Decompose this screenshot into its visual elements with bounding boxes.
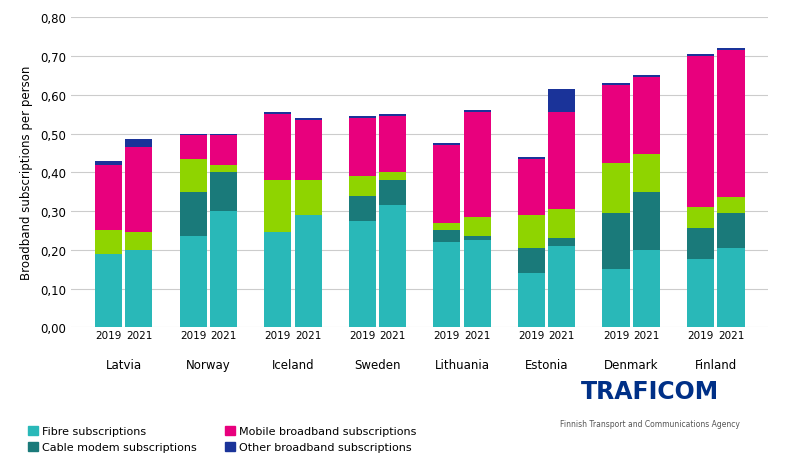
Bar [210,136,237,165]
Bar [95,231,122,254]
Bar [718,248,744,328]
Bar [433,146,460,223]
Bar [379,117,406,173]
Bar [633,78,660,154]
Bar [379,181,406,206]
Text: Estonia: Estonia [525,358,569,371]
Text: TRAFICOM: TRAFICOM [581,379,718,403]
Bar [548,238,576,247]
Bar [464,241,491,328]
Bar [348,117,375,119]
Bar [718,198,744,213]
Bar [125,233,153,250]
Bar [180,136,207,159]
Bar [125,250,153,328]
Bar [518,216,545,248]
Bar [433,231,460,243]
Bar [295,121,322,181]
Bar [603,269,630,328]
Bar [518,159,545,215]
Bar [603,163,630,213]
Bar [348,196,375,221]
Bar [687,260,714,328]
Bar [264,181,291,233]
Bar [718,49,744,51]
Bar [379,115,406,117]
Bar [718,51,744,198]
Bar [687,57,714,207]
Bar [295,216,322,328]
Bar [125,148,153,233]
Bar [518,157,545,159]
Bar [264,113,291,115]
Legend: Fibre subscriptions, Cable modem subscriptions, Copper subscriptions, Mobile bro: Fibre subscriptions, Cable modem subscri… [28,426,417,455]
Bar [518,248,545,273]
Bar [348,119,375,177]
Bar [210,212,237,328]
Bar [718,213,744,248]
Bar [180,237,207,328]
Text: Finnish Transport and Communications Agency: Finnish Transport and Communications Age… [559,419,740,428]
Bar [518,273,545,328]
Bar [548,247,576,328]
Bar [548,210,576,238]
Bar [464,217,491,237]
Bar [687,229,714,260]
Bar [180,134,207,136]
Bar [433,243,460,328]
Bar [295,181,322,216]
Bar [603,84,630,86]
Bar [264,115,291,181]
Bar [95,162,122,165]
Bar [603,86,630,163]
Bar [433,144,460,146]
Bar [95,165,122,231]
Bar [603,213,630,269]
Text: Norway: Norway [186,358,230,371]
Bar [210,134,237,136]
Text: Finland: Finland [695,358,737,371]
Bar [125,140,153,148]
Bar [264,233,291,328]
Bar [295,119,322,121]
Bar [433,223,460,231]
Bar [633,76,660,78]
Bar [464,113,491,217]
Text: Denmark: Denmark [604,358,658,371]
Bar [210,173,237,212]
Text: Sweden: Sweden [354,358,401,371]
Bar [633,154,660,193]
Bar [95,254,122,328]
Bar [633,250,660,328]
Y-axis label: Broadband subscriptions per person: Broadband subscriptions per person [21,66,33,280]
Bar [348,177,375,196]
Bar [464,237,491,241]
Bar [348,221,375,328]
Bar [548,113,576,210]
Text: Latvia: Latvia [105,358,142,371]
Bar [210,165,237,173]
Bar [180,159,207,192]
Bar [687,55,714,57]
Bar [687,207,714,229]
Bar [633,193,660,250]
Bar [464,111,491,113]
Text: Iceland: Iceland [272,358,314,371]
Bar [379,206,406,328]
Bar [379,173,406,181]
Bar [180,192,207,237]
Bar [548,90,576,113]
Text: Lithuania: Lithuania [435,358,489,371]
